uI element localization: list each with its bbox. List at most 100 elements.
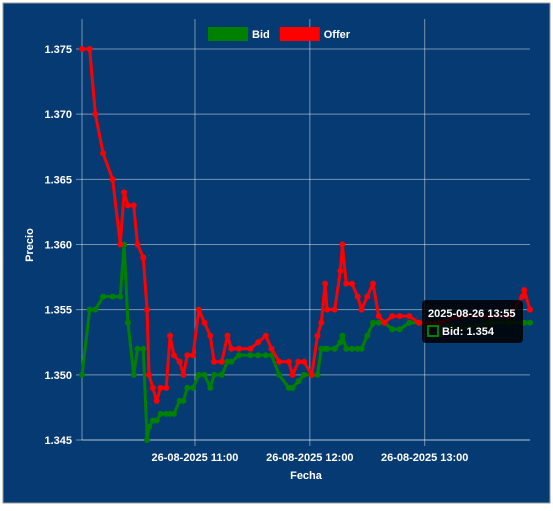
y-tick-label: 1.365 <box>44 174 72 186</box>
legend-swatch <box>279 27 320 41</box>
data-point <box>314 332 321 339</box>
data-point <box>92 111 99 118</box>
data-point <box>207 384 214 391</box>
data-point <box>100 150 107 157</box>
data-point <box>268 345 275 352</box>
data-point <box>364 332 371 339</box>
y-tick-label: 1.350 <box>44 370 72 382</box>
data-point <box>324 345 331 352</box>
data-point <box>375 313 382 320</box>
data-point <box>149 384 156 391</box>
data-point <box>176 358 183 365</box>
data-point <box>157 410 164 417</box>
data-point <box>348 280 355 287</box>
y-tick-label: 1.360 <box>44 240 72 252</box>
data-point <box>358 306 365 313</box>
legend-label: Bid <box>252 29 270 41</box>
data-point <box>301 371 308 378</box>
data-point <box>318 319 325 326</box>
data-point <box>255 352 262 359</box>
data-point <box>130 371 137 378</box>
data-point <box>301 358 308 365</box>
data-point <box>92 306 99 313</box>
data-point <box>527 319 533 326</box>
data-point <box>375 319 382 326</box>
data-point <box>140 254 147 261</box>
data-point <box>389 326 396 333</box>
data-point <box>521 287 528 294</box>
data-point <box>285 358 292 365</box>
data-point <box>218 371 225 378</box>
data-point <box>190 384 197 391</box>
legend-swatch <box>208 27 248 41</box>
data-point <box>79 371 85 378</box>
data-point <box>163 384 170 391</box>
tooltip-swatch <box>427 325 439 337</box>
data-point <box>247 345 254 352</box>
data-point <box>295 378 302 385</box>
data-point <box>247 352 254 359</box>
data-point <box>146 371 153 378</box>
data-point <box>235 352 242 359</box>
data-point <box>184 384 191 391</box>
data-point <box>195 306 202 313</box>
data-point <box>339 241 346 248</box>
data-point <box>124 319 131 326</box>
legend-label: Offer <box>324 29 351 41</box>
data-point <box>337 339 344 346</box>
data-point <box>262 332 269 339</box>
data-point <box>109 176 116 183</box>
data-point <box>190 352 197 359</box>
data-point <box>289 371 296 378</box>
data-point <box>157 384 164 391</box>
data-point <box>117 241 124 248</box>
data-point <box>140 345 147 352</box>
data-point <box>519 293 526 300</box>
data-point <box>86 306 93 313</box>
data-point <box>130 202 137 209</box>
y-tick-label: 1.345 <box>44 435 72 447</box>
data-point <box>134 241 141 248</box>
data-point <box>396 313 403 320</box>
data-point <box>170 352 177 359</box>
data-point <box>134 345 141 352</box>
data-point <box>224 332 231 339</box>
data-point <box>228 358 235 365</box>
data-point <box>262 352 269 359</box>
data-point <box>184 352 191 359</box>
data-point <box>354 293 361 300</box>
data-point <box>79 46 85 52</box>
data-point <box>201 319 208 326</box>
data-point <box>86 46 93 52</box>
x-tick-label: 26-08-2025 13:00 <box>381 452 468 464</box>
data-point <box>211 371 218 378</box>
data-point <box>314 371 321 378</box>
data-point <box>211 358 218 365</box>
data-point <box>117 293 124 300</box>
data-point <box>324 306 331 313</box>
data-point <box>381 319 388 326</box>
y-tick-label: 1.355 <box>44 305 72 317</box>
data-point <box>276 358 283 365</box>
data-point <box>180 371 187 378</box>
data-point <box>109 293 116 300</box>
data-point <box>195 371 202 378</box>
data-point <box>406 313 413 320</box>
data-point <box>207 332 214 339</box>
data-point <box>370 319 377 326</box>
data-point <box>218 358 225 365</box>
data-point <box>389 313 396 320</box>
y-tick-label: 1.370 <box>44 109 72 121</box>
data-point <box>331 345 338 352</box>
data-point <box>343 345 350 352</box>
data-point <box>358 345 365 352</box>
background <box>2 2 551 504</box>
data-point <box>527 306 533 313</box>
data-point <box>144 306 151 313</box>
data-point <box>100 293 107 300</box>
data-point <box>337 267 344 274</box>
data-point <box>180 397 187 404</box>
y-tick-label: 1.375 <box>44 44 72 56</box>
data-point <box>121 189 128 196</box>
data-point <box>144 437 151 443</box>
